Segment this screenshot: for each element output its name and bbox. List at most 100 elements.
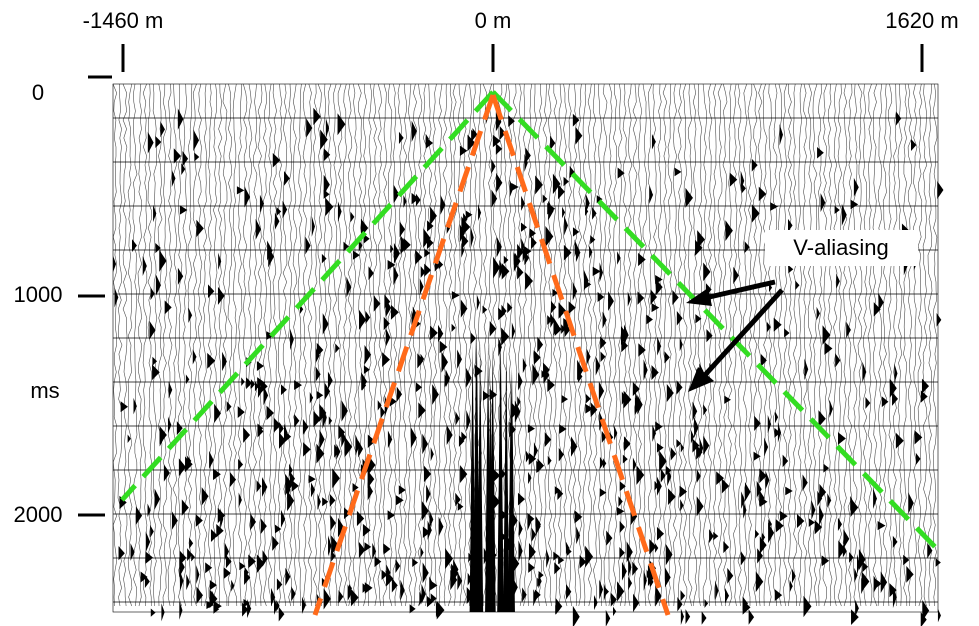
wavelet xyxy=(628,576,632,590)
wavelet xyxy=(330,494,336,507)
wavelet xyxy=(412,558,418,567)
wavelet xyxy=(196,220,203,237)
wavelet xyxy=(462,233,469,249)
wavelet xyxy=(903,555,909,566)
wavelet xyxy=(619,547,625,559)
wavelet xyxy=(938,609,941,622)
wavelet xyxy=(457,349,462,368)
wavelet xyxy=(601,351,606,362)
wavelet xyxy=(182,151,188,167)
wavelet xyxy=(878,293,883,311)
wavelet xyxy=(291,586,295,601)
wavelet xyxy=(725,220,732,241)
wavelet xyxy=(400,221,405,237)
wavelet xyxy=(457,572,462,590)
wavelet xyxy=(416,194,421,207)
wavelet xyxy=(817,307,820,320)
wavelet xyxy=(896,111,901,125)
wavelet xyxy=(661,468,666,482)
wavelet xyxy=(275,213,280,230)
wavelet xyxy=(368,482,373,500)
wavelet xyxy=(862,561,868,572)
wavelet xyxy=(896,433,904,449)
wavelet xyxy=(659,450,667,472)
wavelet xyxy=(518,540,522,561)
wavelet xyxy=(646,315,652,325)
wavelet xyxy=(452,324,456,332)
wavelet xyxy=(545,432,551,447)
wavelet xyxy=(439,517,444,537)
wavelet xyxy=(633,382,640,396)
wavelet xyxy=(430,207,437,226)
wavelet xyxy=(501,327,509,345)
wavelet xyxy=(752,204,760,222)
wavelet xyxy=(703,263,710,282)
wavelet xyxy=(672,290,678,305)
wavelet xyxy=(332,468,340,488)
wavelet xyxy=(564,216,568,236)
wavelet xyxy=(558,184,565,199)
wavelet xyxy=(882,396,889,407)
wavelet xyxy=(172,170,176,187)
wavelet xyxy=(507,302,512,313)
wavelet xyxy=(151,609,156,617)
wavelet xyxy=(311,482,315,497)
wavelet xyxy=(558,556,564,564)
wavelet xyxy=(501,305,506,318)
wavelet xyxy=(431,447,434,461)
wavelet xyxy=(460,465,467,483)
wavelet xyxy=(351,212,355,222)
wavelet xyxy=(592,207,597,220)
arrow xyxy=(705,290,782,375)
wavelet xyxy=(745,482,751,501)
wavelet xyxy=(482,306,487,314)
wavelet xyxy=(546,549,549,568)
wavelet xyxy=(208,284,214,298)
wavelet xyxy=(309,475,316,483)
wavelet xyxy=(497,236,502,257)
wavelet xyxy=(755,530,759,539)
wavelet xyxy=(617,251,621,264)
wavelet xyxy=(878,521,886,530)
wavelet xyxy=(916,453,921,465)
wavelet xyxy=(606,610,610,626)
wavelet xyxy=(224,567,231,578)
wavelet xyxy=(189,538,193,549)
wavelet xyxy=(823,464,829,473)
wavelet xyxy=(290,329,294,351)
wavelet xyxy=(804,358,808,380)
seismic-figure: -1460 m 0 m 1620 m 0 1000 2000 ms V-alia… xyxy=(0,0,979,626)
wavelet xyxy=(186,374,189,384)
wavelet xyxy=(353,251,360,260)
wavelet xyxy=(713,532,718,541)
wavelet xyxy=(742,183,746,194)
wavelet xyxy=(817,147,824,158)
wavelet xyxy=(754,416,761,431)
wavelet xyxy=(326,118,329,139)
wavelet xyxy=(359,542,365,558)
wavelet xyxy=(838,432,846,444)
wavelet xyxy=(283,201,288,219)
wavelet xyxy=(775,589,782,601)
wavelet xyxy=(554,562,560,574)
wavelet xyxy=(835,353,840,367)
wavelet xyxy=(521,223,527,232)
wavelet xyxy=(571,436,577,456)
wavelet xyxy=(589,246,592,259)
wavelet xyxy=(911,139,916,151)
wavelet xyxy=(655,585,661,606)
wavelet xyxy=(324,588,331,609)
y-label: 0 xyxy=(32,80,44,105)
wavelet xyxy=(345,436,353,457)
wavelet xyxy=(741,551,746,566)
wavelet xyxy=(186,574,190,590)
wavelet xyxy=(725,588,729,603)
wavelet xyxy=(576,127,583,145)
wavelet xyxy=(827,493,831,507)
wavelet xyxy=(843,529,849,549)
wavelet xyxy=(460,146,467,156)
wavelet xyxy=(155,488,160,509)
wavelet xyxy=(136,506,142,525)
wavelet xyxy=(894,364,897,384)
wavelet xyxy=(774,318,782,332)
